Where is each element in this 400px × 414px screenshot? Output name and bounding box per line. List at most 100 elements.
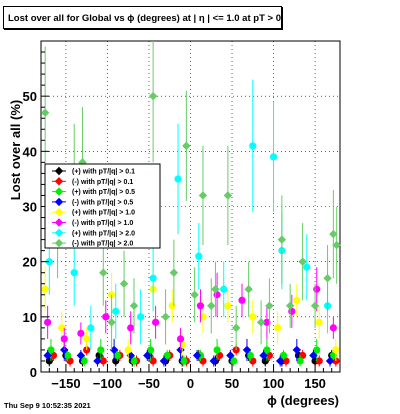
data-point (199, 357, 207, 365)
data-point (211, 285, 220, 294)
data-point (303, 263, 311, 271)
legend-marker (54, 197, 64, 207)
data-point (269, 153, 278, 161)
data-point (244, 285, 253, 294)
data-point (107, 318, 116, 327)
x-tick-label: 50 (225, 376, 239, 391)
data-point (226, 351, 235, 360)
data-point (282, 357, 290, 365)
data-point (60, 345, 69, 355)
data-point (196, 302, 205, 310)
data-point (60, 335, 68, 343)
data-point (238, 296, 246, 304)
data-point (124, 346, 132, 354)
y-tick-label: 30 (23, 200, 37, 215)
legend-label: (-) with pT/|q| > 1.0 (72, 220, 133, 227)
data-point (249, 313, 257, 321)
series-group (47, 338, 337, 367)
y-tick-label: 50 (23, 89, 37, 104)
data-point (329, 324, 337, 332)
legend-label: (+) with pT/|q| > 0.5 (72, 189, 135, 196)
data-point (44, 318, 52, 326)
data-point (195, 252, 203, 260)
data-point (43, 351, 52, 360)
data-point (112, 307, 120, 315)
data-point (296, 357, 304, 365)
data-point (78, 158, 87, 167)
data-point (40, 108, 50, 117)
data-point (180, 357, 188, 365)
data-point (174, 175, 182, 183)
data-point (313, 285, 321, 293)
legend-marker (54, 177, 64, 186)
legend-marker (54, 238, 64, 248)
data-point (192, 351, 202, 360)
data-point (149, 357, 157, 365)
data-point (93, 356, 102, 366)
legend-marker (54, 166, 64, 176)
series-group (40, 41, 341, 350)
data-point (168, 302, 176, 310)
x-axis-title: ϕ (degrees) (267, 393, 339, 408)
data-point (119, 279, 129, 288)
data-point (47, 346, 55, 354)
timestamp: Thu Sep 9 10:52:35 2021 (4, 401, 91, 410)
data-point (63, 351, 72, 360)
x-tick-label: −50 (138, 376, 160, 391)
data-point (129, 301, 139, 310)
chart-title: Lost over all for Global vs ϕ (degrees) … (3, 6, 282, 29)
data-point (143, 351, 152, 360)
data-point (249, 357, 257, 365)
data-point (259, 351, 268, 360)
data-point (127, 324, 135, 332)
data-point (263, 318, 271, 326)
data-point (277, 235, 287, 244)
data-point (325, 356, 335, 366)
data-point (242, 345, 252, 355)
y-tick-label: 0 (30, 365, 37, 380)
data-point (161, 312, 170, 322)
data-point (285, 301, 295, 310)
data-point (102, 313, 110, 321)
data-series (40, 41, 341, 367)
y-tick-label: 20 (23, 255, 37, 270)
data-point (99, 268, 108, 277)
data-point (256, 318, 266, 327)
data-point (87, 324, 95, 332)
data-point (246, 351, 254, 360)
data-point (329, 229, 338, 239)
legend-marker (54, 218, 64, 227)
legend-label: (+) with pT/|q| > 0.1 (72, 169, 135, 176)
legend-marker (54, 208, 64, 217)
data-point (152, 318, 160, 326)
data-point (190, 290, 199, 299)
data-point (147, 346, 155, 354)
data-point (199, 313, 207, 321)
data-point (315, 318, 323, 326)
data-point (182, 141, 191, 151)
data-point (149, 274, 157, 282)
x-tick-label: 150 (304, 376, 326, 391)
data-point (97, 346, 105, 354)
legend-marker (54, 187, 64, 196)
data-point (323, 274, 332, 283)
x-tick-label: −100 (93, 376, 122, 391)
data-point (332, 240, 341, 250)
data-point (263, 346, 271, 354)
data-point (137, 313, 145, 321)
series-group (45, 79, 332, 350)
data-point (58, 324, 66, 332)
data-point (265, 351, 274, 360)
data-point (315, 357, 323, 365)
legend-label: (-) with pT/|q| > 2.0 (72, 241, 133, 248)
data-point (209, 356, 218, 366)
data-point (207, 301, 216, 310)
data-point (230, 357, 238, 365)
data-point (198, 191, 208, 200)
data-point (163, 351, 171, 360)
data-point (224, 302, 232, 310)
data-point (70, 269, 78, 277)
data-point (298, 257, 307, 266)
data-point (310, 301, 320, 310)
